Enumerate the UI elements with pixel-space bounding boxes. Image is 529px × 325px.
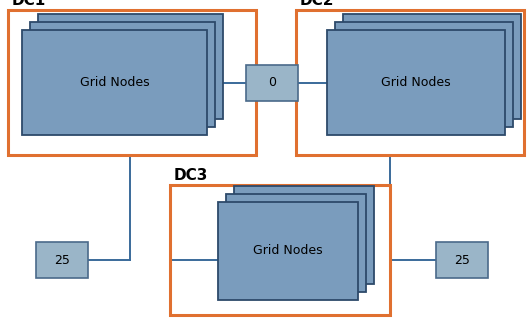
Text: DC1: DC1 xyxy=(12,0,46,8)
FancyBboxPatch shape xyxy=(436,242,488,278)
FancyBboxPatch shape xyxy=(335,22,513,127)
FancyBboxPatch shape xyxy=(343,14,521,119)
FancyBboxPatch shape xyxy=(36,242,88,278)
Text: Grid Nodes: Grid Nodes xyxy=(80,76,149,89)
FancyBboxPatch shape xyxy=(218,202,358,300)
Text: 25: 25 xyxy=(54,254,70,266)
FancyBboxPatch shape xyxy=(22,30,207,135)
FancyBboxPatch shape xyxy=(30,22,215,127)
FancyBboxPatch shape xyxy=(246,65,298,101)
FancyBboxPatch shape xyxy=(234,186,374,284)
Text: 25: 25 xyxy=(454,254,470,266)
FancyBboxPatch shape xyxy=(327,30,505,135)
FancyBboxPatch shape xyxy=(38,14,223,119)
Text: 0: 0 xyxy=(268,76,276,89)
Text: Grid Nodes: Grid Nodes xyxy=(381,76,451,89)
Text: Grid Nodes: Grid Nodes xyxy=(253,244,323,257)
FancyBboxPatch shape xyxy=(226,194,366,292)
Text: DC3: DC3 xyxy=(174,168,208,183)
Text: DC2: DC2 xyxy=(300,0,334,8)
